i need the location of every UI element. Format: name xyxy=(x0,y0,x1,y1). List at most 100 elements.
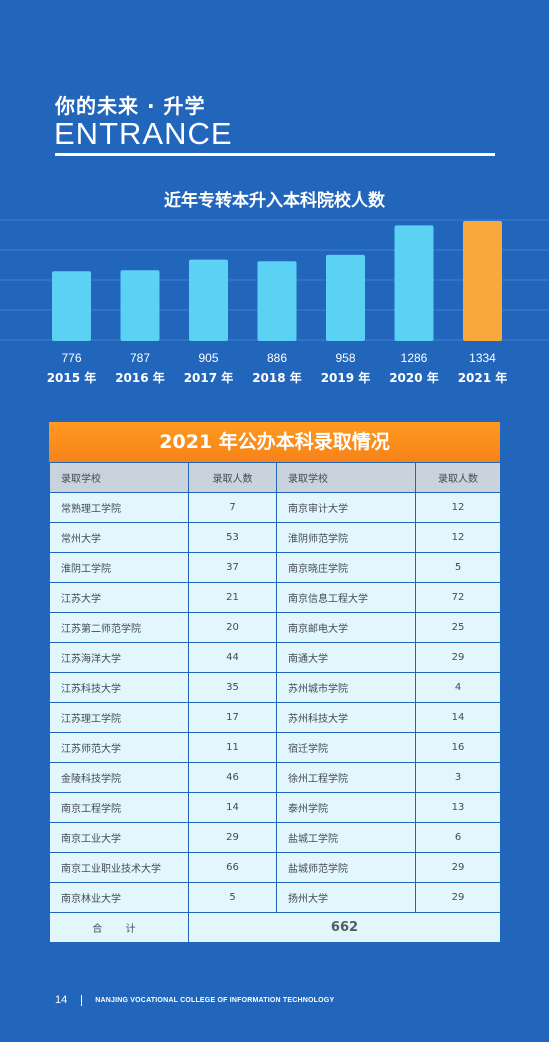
admit-count-right: 4 xyxy=(415,672,501,703)
value-label: 787 xyxy=(130,351,150,365)
school-name-left: 南京工程学院 xyxy=(49,792,189,823)
header-count-1: 录取人数 xyxy=(188,462,277,493)
admit-count-left: 35 xyxy=(188,672,277,703)
admit-count-left: 17 xyxy=(188,702,277,733)
school-name-right: 盐城工学院 xyxy=(276,822,416,853)
total-label: 合 计 xyxy=(49,912,189,943)
category-label: 2016 年 xyxy=(115,370,165,385)
table-title: 2021 年公办本科录取情况 xyxy=(49,422,500,462)
school-name-right: 南京信息工程大学 xyxy=(276,582,416,613)
school-name-left: 江苏科技大学 xyxy=(49,672,189,703)
category-label: 2021 年 xyxy=(458,370,508,385)
table-row: 金陵科技学院 46 徐州工程学院 3 xyxy=(49,762,501,793)
school-name-left: 南京工业大学 xyxy=(49,822,189,853)
bar xyxy=(52,271,91,341)
header-rule xyxy=(55,153,495,156)
school-name-right: 苏州科技大学 xyxy=(276,702,416,733)
category-label: 2017 年 xyxy=(184,370,234,385)
table-row: 江苏理工学院 17 苏州科技大学 14 xyxy=(49,702,501,733)
bar xyxy=(189,259,228,341)
table-row: 南京工业职业技术大学 66 盐城师范学院 29 xyxy=(49,852,501,883)
school-name-right: 南通大学 xyxy=(276,642,416,673)
admit-count-left: 37 xyxy=(188,552,277,583)
bar xyxy=(463,221,502,341)
school-name-right: 徐州工程学院 xyxy=(276,762,416,793)
value-label: 776 xyxy=(61,351,81,365)
footer: 14 NANJING VOCATIONAL COLLEGE OF INFORMA… xyxy=(55,994,334,1006)
bar-chart: 776 2015 年 787 2016 年 905 2017 年 886 2018 年 958 2… xyxy=(0,219,549,385)
admit-count-left: 7 xyxy=(188,492,277,523)
table-header-row: 录取学校 录取人数 录取学校 录取人数 xyxy=(49,462,501,493)
admit-count-right: 14 xyxy=(415,702,501,733)
admission-table-section: 2021 年公办本科录取情况 录取学校 录取人数 录取学校 录取人数 常熟理工学… xyxy=(49,422,501,943)
total-value: 662 xyxy=(188,912,501,943)
table-row: 江苏师范大学 11 宿迁学院 16 xyxy=(49,732,501,763)
value-label: 905 xyxy=(198,351,218,365)
admit-count-right: 16 xyxy=(415,732,501,763)
school-name-left: 常州大学 xyxy=(49,522,189,553)
school-name-right: 宿迁学院 xyxy=(276,732,416,763)
value-label: 1286 xyxy=(401,351,428,365)
table-row: 常熟理工学院 7 南京审计大学 12 xyxy=(49,492,501,523)
chart-title: 近年专转本升入本科院校人数 xyxy=(164,191,385,211)
admit-count-left: 14 xyxy=(188,792,277,823)
admit-count-right: 29 xyxy=(415,882,501,913)
school-name-left: 金陵科技学院 xyxy=(49,762,189,793)
header-count-2: 录取人数 xyxy=(415,462,501,493)
admit-count-right: 13 xyxy=(415,792,501,823)
bar xyxy=(257,261,297,341)
category-label: 2018 年 xyxy=(252,370,302,385)
table-row: 江苏第二师范学院 20 南京邮电大学 25 xyxy=(49,612,501,643)
table-row: 常州大学 53 淮阴师范学院 12 xyxy=(49,522,501,553)
admit-count-left: 66 xyxy=(188,852,277,883)
admit-count-right: 12 xyxy=(415,522,501,553)
table-row: 淮阴工学院 37 南京晓庄学院 5 xyxy=(49,552,501,583)
school-name-left: 江苏理工学院 xyxy=(49,702,189,733)
admit-count-right: 6 xyxy=(415,822,501,853)
admit-count-right: 25 xyxy=(415,612,501,643)
header-school-2: 录取学校 xyxy=(276,462,416,493)
admit-count-right: 5 xyxy=(415,552,501,583)
bar xyxy=(326,254,365,341)
header-school-1: 录取学校 xyxy=(49,462,189,493)
header-title-en: ENTRANCE xyxy=(54,116,233,151)
school-name-right: 南京审计大学 xyxy=(276,492,416,523)
page-number: 14 xyxy=(55,994,68,1006)
school-name-right: 苏州城市学院 xyxy=(276,672,416,703)
category-label: 2019 年 xyxy=(321,370,371,385)
school-name-left: 南京工业职业技术大学 xyxy=(49,852,189,883)
school-name-right: 泰州学院 xyxy=(276,792,416,823)
school-name-left: 淮阴工学院 xyxy=(49,552,189,583)
value-label: 1334 xyxy=(469,351,496,365)
admit-count-left: 5 xyxy=(188,882,277,913)
admission-table: 录取学校 录取人数 录取学校 录取人数 常熟理工学院 7 南京审计大学 12 常州大学 5… xyxy=(49,462,501,943)
school-name-right: 南京晓庄学院 xyxy=(276,552,416,583)
table-row: 江苏海洋大学 44 南通大学 29 xyxy=(49,642,501,673)
table-row: 江苏大学 21 南京信息工程大学 72 xyxy=(49,582,501,613)
header-title-cn: 你的未来 · 升学 xyxy=(55,94,206,118)
admit-count-right: 29 xyxy=(415,852,501,883)
bar xyxy=(120,270,160,341)
total-row: 合 计 662 xyxy=(49,912,501,943)
admit-count-left: 20 xyxy=(188,612,277,643)
admit-count-left: 21 xyxy=(188,582,277,613)
school-name-right: 淮阴师范学院 xyxy=(276,522,416,553)
admit-count-left: 44 xyxy=(188,642,277,673)
school-name-left: 江苏第二师范学院 xyxy=(49,612,189,643)
admit-count-left: 29 xyxy=(188,822,277,853)
admit-count-right: 72 xyxy=(415,582,501,613)
table-row: 南京林业大学 5 扬州大学 29 xyxy=(49,882,501,913)
school-name-left: 常熟理工学院 xyxy=(49,492,189,523)
school-name-left: 江苏大学 xyxy=(49,582,189,613)
value-label: 958 xyxy=(335,351,355,365)
school-name-right: 盐城师范学院 xyxy=(276,852,416,883)
school-name-left: 南京林业大学 xyxy=(49,882,189,913)
admit-count-left: 46 xyxy=(188,762,277,793)
footer-divider xyxy=(81,994,83,1006)
admit-count-left: 53 xyxy=(188,522,277,553)
admit-count-left: 11 xyxy=(188,732,277,763)
school-name: NANJING VOCATIONAL COLLEGE OF INFORMATIO… xyxy=(95,996,335,1004)
table-row: 南京工业大学 29 盐城工学院 6 xyxy=(49,822,501,853)
bar xyxy=(394,225,434,341)
table-row: 江苏科技大学 35 苏州城市学院 4 xyxy=(49,672,501,703)
